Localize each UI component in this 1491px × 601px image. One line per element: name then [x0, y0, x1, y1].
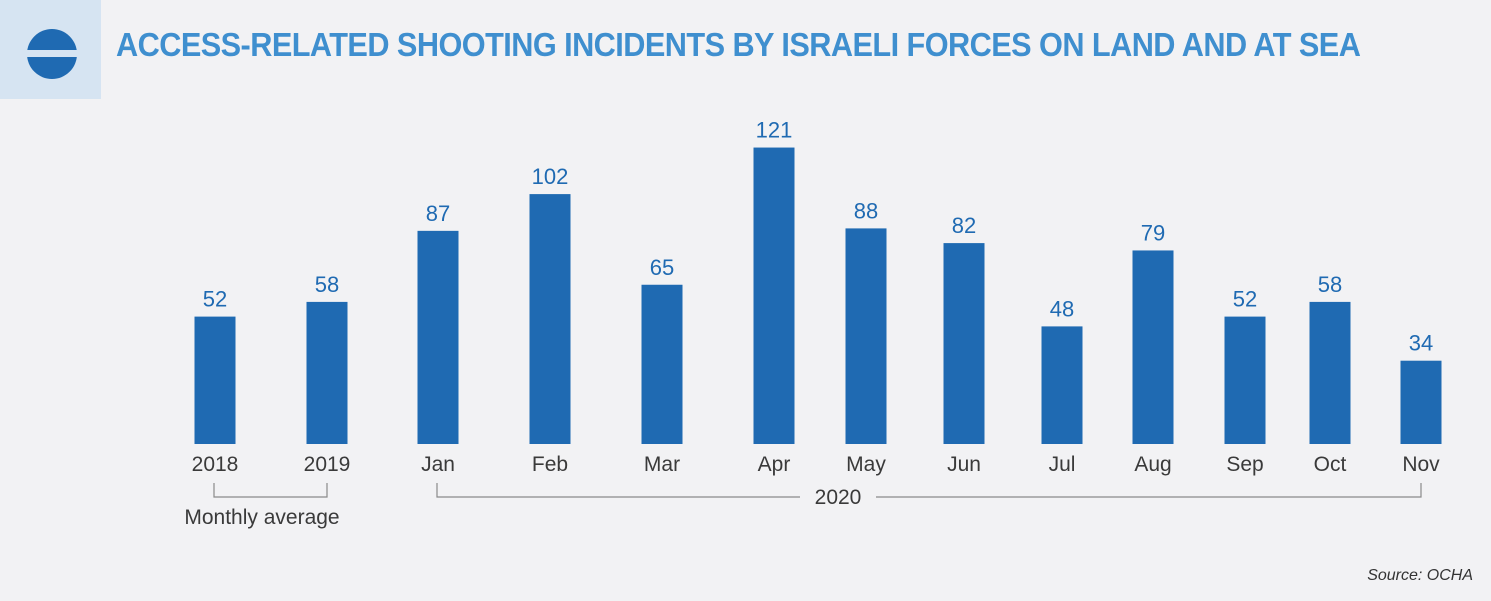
bar — [943, 243, 985, 444]
x-tick-label: Jul — [1049, 453, 1076, 476]
x-tick-label: May — [846, 453, 886, 476]
bar — [1224, 316, 1266, 444]
group-bracket-2020-left — [436, 483, 800, 498]
x-tick-label: Jan — [421, 453, 455, 476]
group-bracket-monthly-average — [213, 483, 328, 498]
x-tick-label: Sep — [1226, 453, 1263, 476]
x-tick-label: 2019 — [304, 453, 351, 476]
bar — [1132, 250, 1174, 444]
group-bracket-2020-right — [876, 483, 1422, 498]
bar — [641, 284, 683, 444]
data-label: 88 — [854, 198, 878, 223]
bar — [1400, 360, 1442, 444]
chart-title: ACCESS-RELATED SHOOTING INCIDENTS BY ISR… — [116, 26, 1361, 63]
source-note: Source: OCHA — [1367, 567, 1473, 584]
bar — [194, 316, 236, 444]
x-tick-label: Jun — [947, 453, 981, 476]
data-label: 65 — [650, 255, 674, 280]
bar — [1041, 326, 1083, 444]
un-ocha-logo-icon — [25, 29, 79, 79]
data-label: 121 — [756, 118, 793, 143]
data-label: 82 — [952, 213, 976, 238]
bar — [753, 147, 795, 445]
bar — [1309, 301, 1351, 444]
logo-panel — [0, 0, 101, 99]
data-label: 52 — [1233, 287, 1257, 312]
x-tick-label: 2018 — [192, 453, 239, 476]
data-label: 48 — [1050, 296, 1074, 321]
bar — [845, 228, 887, 444]
bar — [417, 230, 459, 444]
x-tick-label: Feb — [532, 453, 568, 476]
data-label: 87 — [426, 201, 450, 226]
x-tick-label: Apr — [758, 453, 791, 476]
data-label: 58 — [1318, 272, 1342, 297]
x-tick-label: Oct — [1314, 453, 1347, 476]
data-label: 34 — [1409, 331, 1433, 356]
bar — [306, 301, 348, 444]
data-label: 79 — [1141, 220, 1165, 245]
x-tick-label: Nov — [1402, 453, 1440, 476]
bar — [529, 194, 571, 444]
data-label: 58 — [315, 272, 339, 297]
group-label-2020: 2020 — [815, 486, 862, 509]
x-tick-label: Aug — [1134, 453, 1171, 476]
data-label: 52 — [203, 287, 227, 312]
group-label-monthly-average: Monthly average — [184, 506, 339, 529]
data-label: 102 — [532, 164, 569, 189]
x-tick-label: Mar — [644, 453, 680, 476]
